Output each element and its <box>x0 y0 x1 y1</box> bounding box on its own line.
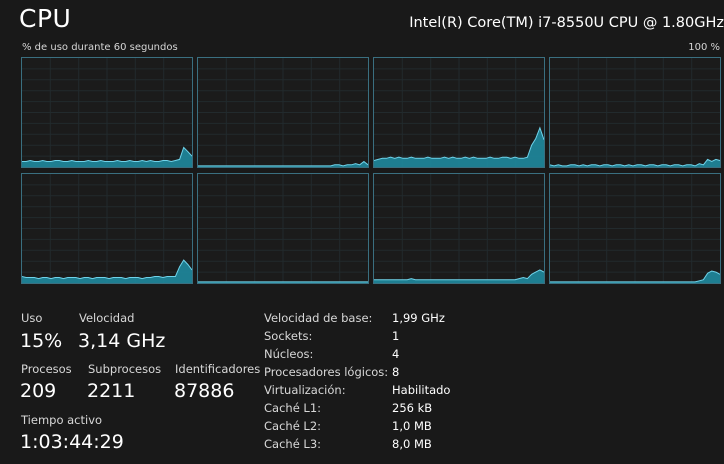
graph-gridlines <box>550 58 720 167</box>
cpu-graph-plot <box>550 58 720 167</box>
graph-max-caption: 100 % <box>688 42 720 53</box>
usage-line <box>22 259 192 280</box>
info-label-sockets: Sockets: <box>264 329 313 343</box>
cpu-graph-plot <box>22 174 192 283</box>
uso-value: 15% <box>20 330 63 352</box>
info-value-cores: 4 <box>392 347 400 361</box>
page-title: CPU <box>19 4 72 33</box>
graph-gridlines <box>22 174 192 283</box>
cpu-graph-6 <box>373 173 545 284</box>
cpu-graph-4 <box>21 173 193 284</box>
graph-gridlines <box>22 58 192 167</box>
info-label-base-speed: Velocidad de base: <box>264 311 373 325</box>
cpu-graph-0 <box>21 57 193 168</box>
uso-label: Uso <box>21 311 43 325</box>
cpu-graph-plot <box>198 58 368 167</box>
usage-line <box>198 160 368 167</box>
info-value-l2-cache: 1,0 MB <box>392 419 432 433</box>
info-value-l1-cache: 256 kB <box>392 401 433 415</box>
velocidad-value: 3,14 GHz <box>78 330 166 352</box>
cpu-graph-7 <box>549 173 721 284</box>
info-label-cores: Núcleos: <box>264 347 314 361</box>
info-value-virtualization: Habilitado <box>392 383 451 397</box>
graph-gridlines <box>374 174 544 283</box>
usage-line <box>550 270 720 283</box>
procesos-label: Procesos <box>21 362 72 376</box>
info-label-virtualization: Virtualización: <box>264 383 346 397</box>
usage-line <box>550 158 720 167</box>
cpu-graph-plot <box>374 174 544 283</box>
cpu-graph-1 <box>197 57 369 168</box>
tiempo-activo-label: Tiempo activo <box>21 413 103 427</box>
usage-line <box>22 146 192 163</box>
identificadores-value: 87886 <box>174 380 235 402</box>
cpu-graph-plot <box>550 174 720 283</box>
velocidad-label: Velocidad <box>79 311 135 325</box>
identificadores-label: Identificadores <box>175 362 261 376</box>
graph-usage-caption: % de uso durante 60 segundos <box>22 42 178 53</box>
graph-gridlines <box>550 174 720 283</box>
graph-gridlines <box>198 58 368 167</box>
usage-area <box>550 271 720 283</box>
cpu-graph-3 <box>549 57 721 168</box>
subprocesos-label: Subprocesos <box>88 362 162 376</box>
info-value-base-speed: 1,99 GHz <box>392 311 445 325</box>
logical-processor-graphs[interactable] <box>21 57 724 287</box>
usage-area <box>374 127 544 167</box>
info-label-logical-processors: Procesadores lógicos: <box>264 365 389 379</box>
info-label-l1-cache: Caché L1: <box>264 401 322 415</box>
graph-gridlines <box>198 174 368 283</box>
procesos-value: 209 <box>20 380 57 402</box>
cpu-graph-5 <box>197 173 369 284</box>
info-value-l3-cache: 8,0 MB <box>392 437 432 451</box>
info-label-l2-cache: Caché L2: <box>264 419 322 433</box>
tiempo-activo-value: 1:03:44:29 <box>20 431 124 453</box>
info-value-sockets: 1 <box>392 329 400 343</box>
usage-area <box>22 147 192 167</box>
cpu-graph-2 <box>373 57 545 168</box>
usage-line <box>374 269 544 281</box>
cpu-model-name: Intel(R) Core(TM) i7-8550U CPU @ 1.80GHz <box>409 15 724 31</box>
usage-line <box>374 126 544 161</box>
cpu-graph-plot <box>198 174 368 283</box>
info-label-l3-cache: Caché L3: <box>264 437 322 451</box>
graph-gridlines <box>374 58 544 167</box>
cpu-graph-plot <box>22 58 192 167</box>
subprocesos-value: 2211 <box>87 380 136 402</box>
info-value-logical-processors: 8 <box>392 365 400 379</box>
cpu-graph-plot <box>374 58 544 167</box>
